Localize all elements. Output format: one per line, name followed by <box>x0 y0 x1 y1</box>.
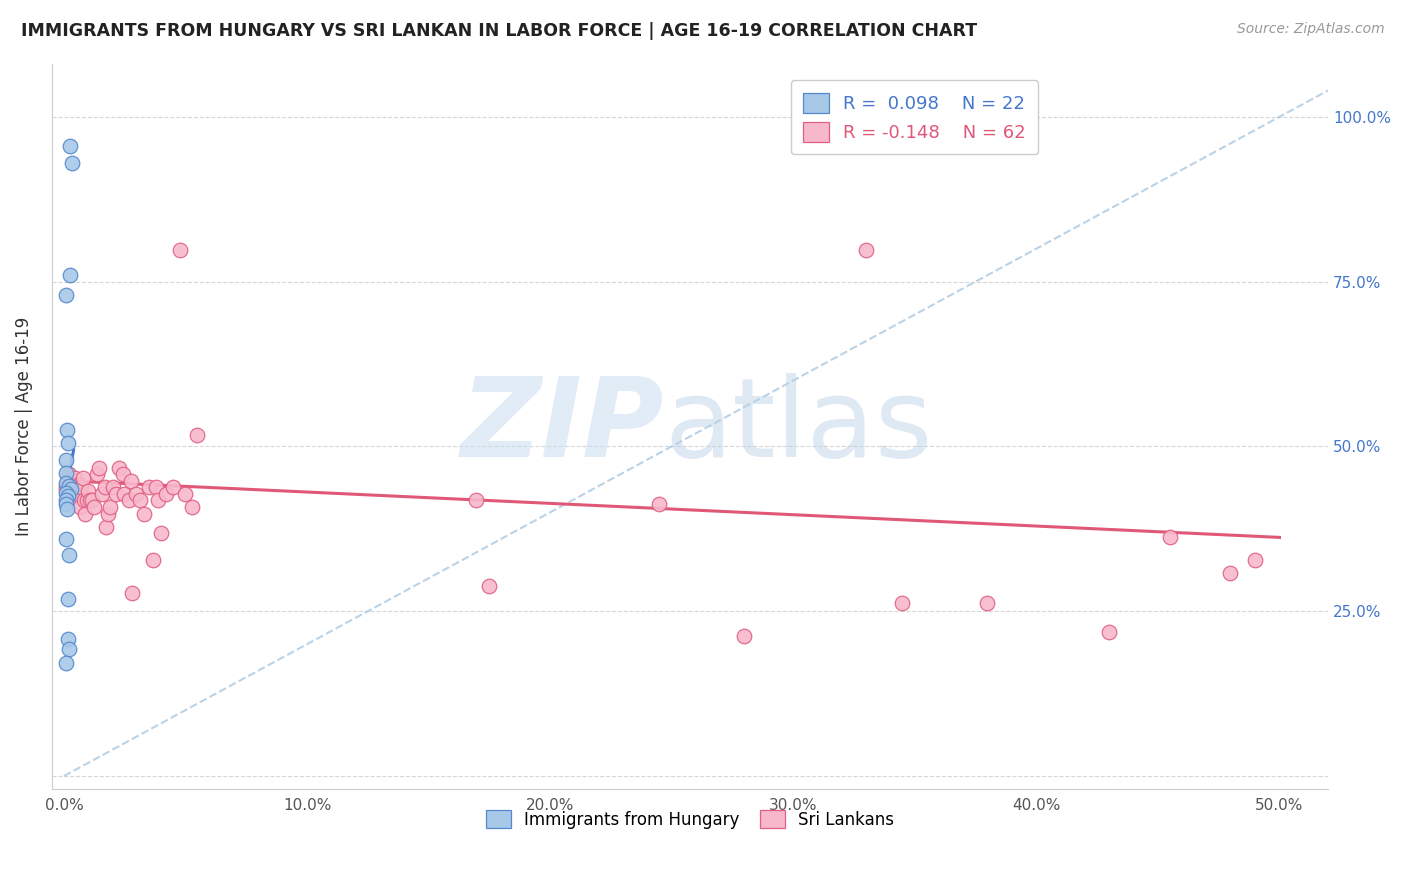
Point <box>108 460 131 475</box>
Point <box>59 268 82 282</box>
Point <box>76 493 98 508</box>
Point <box>56 471 79 485</box>
Point <box>1219 566 1241 580</box>
Point <box>72 471 94 485</box>
Point <box>1243 553 1265 567</box>
Point <box>58 632 80 646</box>
Point <box>63 471 86 485</box>
Point <box>55 475 77 490</box>
Point <box>66 477 89 491</box>
Text: atlas: atlas <box>665 373 934 480</box>
Point <box>55 466 77 480</box>
Point <box>55 479 77 493</box>
Point <box>58 641 80 656</box>
Point <box>169 243 191 257</box>
Point <box>91 487 114 501</box>
Point <box>55 493 77 508</box>
Point <box>855 243 877 257</box>
Point <box>86 467 108 482</box>
Point <box>62 480 84 494</box>
Point <box>186 427 208 442</box>
Point <box>465 493 488 508</box>
Point <box>55 287 77 301</box>
Point <box>111 467 134 482</box>
Point <box>56 502 79 516</box>
Y-axis label: In Labor Force | Age 16-19: In Labor Force | Age 16-19 <box>15 317 32 536</box>
Point <box>55 656 77 670</box>
Point <box>55 483 77 497</box>
Point <box>77 484 100 499</box>
Point <box>79 493 101 508</box>
Point <box>55 452 77 467</box>
Point <box>56 423 79 437</box>
Point <box>112 487 135 501</box>
Point <box>65 484 87 499</box>
Point <box>56 436 79 450</box>
Point <box>148 493 170 508</box>
Point <box>120 474 142 488</box>
Point <box>59 477 82 491</box>
Point <box>94 480 117 494</box>
Text: IMMIGRANTS FROM HUNGARY VS SRI LANKAN IN LABOR FORCE | AGE 16-19 CORRELATION CHA: IMMIGRANTS FROM HUNGARY VS SRI LANKAN IN… <box>21 22 977 40</box>
Point <box>69 477 91 491</box>
Point <box>75 507 97 521</box>
Point <box>124 487 146 501</box>
Text: Source: ZipAtlas.com: Source: ZipAtlas.com <box>1237 22 1385 37</box>
Point <box>142 553 165 567</box>
Point <box>976 596 998 610</box>
Point <box>181 500 204 514</box>
Point <box>55 485 77 500</box>
Point <box>67 487 90 501</box>
Point <box>70 480 93 494</box>
Point <box>62 156 84 170</box>
Point <box>89 460 111 475</box>
Point <box>69 500 91 514</box>
Point <box>56 592 79 607</box>
Point <box>1159 530 1181 544</box>
Text: ZIP: ZIP <box>461 373 665 480</box>
Point <box>891 596 914 610</box>
Point <box>98 500 121 514</box>
Point <box>73 493 96 508</box>
Point <box>162 480 184 494</box>
Point <box>132 507 155 521</box>
Point <box>129 493 152 508</box>
Point <box>105 487 128 501</box>
Point <box>58 479 80 493</box>
Point <box>149 526 172 541</box>
Point <box>118 493 141 508</box>
Point <box>478 579 501 593</box>
Point <box>80 493 103 508</box>
Point <box>97 507 120 521</box>
Legend: Immigrants from Hungary, Sri Lankans: Immigrants from Hungary, Sri Lankans <box>479 804 901 835</box>
Point <box>55 532 77 546</box>
Point <box>145 480 167 494</box>
Point <box>1098 625 1121 640</box>
Point <box>60 483 83 497</box>
Point <box>83 500 105 514</box>
Point <box>648 498 671 512</box>
Point <box>138 480 160 494</box>
Point <box>58 467 80 482</box>
Point <box>56 489 79 503</box>
Point <box>101 480 124 494</box>
Point <box>96 520 118 534</box>
Point <box>174 487 197 501</box>
Point <box>58 548 80 562</box>
Point <box>733 629 755 643</box>
Point <box>155 487 177 501</box>
Point <box>55 498 77 512</box>
Point <box>60 484 83 499</box>
Point <box>59 139 82 153</box>
Point <box>121 586 143 600</box>
